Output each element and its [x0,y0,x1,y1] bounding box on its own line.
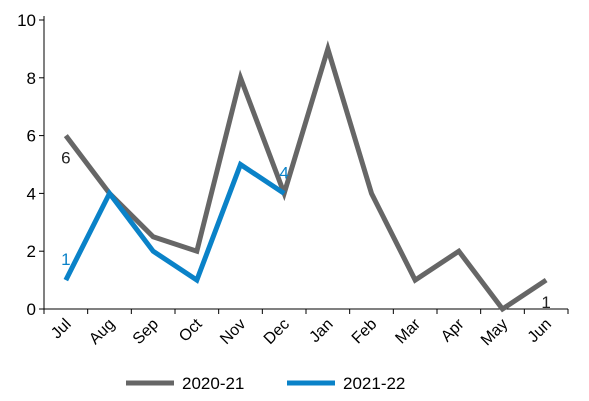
data-label: 4 [279,163,288,182]
legend-label: 2020-21 [182,374,244,393]
x-tick-label: Jul [48,316,74,342]
x-tick-label: May [478,316,511,349]
data-label: 1 [61,250,70,269]
x-tick-label: Dec [261,316,293,348]
series-lines [63,40,548,313]
x-tick-label: Nov [217,316,249,348]
y-tick-label: 4 [27,184,36,203]
series-line-2021-22 [63,160,286,284]
x-tick-label: Sep [130,316,162,348]
x-tick-label: Oct [176,315,206,345]
x-tick-label: Apr [438,315,468,345]
x-tick-label: Feb [349,316,381,348]
y-tick-label: 8 [27,69,36,88]
x-tick-label: Mar [392,315,424,347]
legend: 2020-21 2021-22 [126,374,405,393]
data-label: 1 [541,293,550,312]
y-tick-label: 6 [27,127,36,146]
data-labels: 6 1 1 4 [61,149,551,313]
x-tick-label: Aug [86,316,118,348]
series-line-2020-21 [63,40,548,313]
data-label: 6 [61,149,70,168]
y-tick-label: 2 [27,242,36,261]
x-tick-label: Jan [306,316,336,346]
y-tick-label: 0 [27,300,36,319]
x-tick-label: Jun [525,316,555,346]
legend-label: 2021-22 [343,374,405,393]
y-tick-label: 10 [17,11,36,30]
